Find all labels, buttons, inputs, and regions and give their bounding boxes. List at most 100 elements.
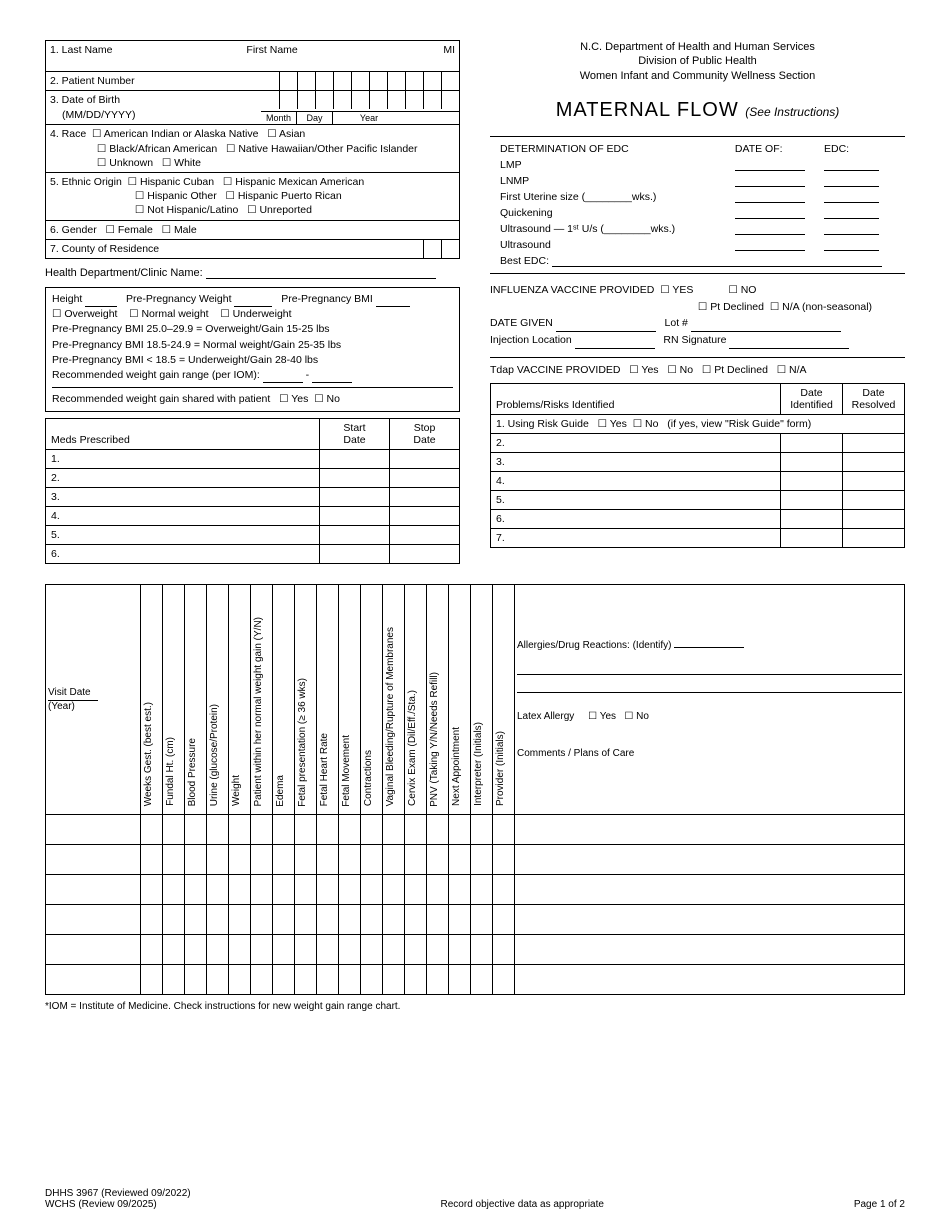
visit-cell[interactable] [251,935,273,965]
chk-eth-pr[interactable]: Hispanic Puerto Rican [225,190,341,202]
visit-cell[interactable] [427,875,449,905]
meds-row[interactable]: 4. [46,507,320,526]
visit-cell[interactable] [317,815,339,845]
visit-cell[interactable] [361,845,383,875]
chk-race-white[interactable]: White [162,157,201,169]
visit-cell[interactable] [493,815,515,845]
visit-cell[interactable] [427,905,449,935]
visit-cell[interactable] [295,905,317,935]
visit-cell[interactable] [317,935,339,965]
visit-cell[interactable] [339,845,361,875]
chk-flu-no[interactable]: NO [728,284,756,296]
visit-cell[interactable] [273,965,295,995]
chk-race-black[interactable]: Black/African American [97,143,217,155]
chk-latex-no[interactable]: No [624,711,649,722]
visit-cell[interactable] [317,875,339,905]
flu-loc-input[interactable] [575,337,655,349]
visit-cell[interactable] [449,965,471,995]
problem-row[interactable]: 4. [491,471,781,490]
visit-cell[interactable] [251,845,273,875]
visit-cell[interactable] [383,875,405,905]
allergies-input[interactable] [674,647,744,648]
clinic-name-input[interactable] [206,267,436,279]
visit-cell[interactable] [185,815,207,845]
visit-date-cell[interactable] [46,905,141,935]
visit-cell[interactable] [163,815,185,845]
visit-cell[interactable] [273,815,295,845]
visit-cell[interactable] [317,845,339,875]
chk-tdap-na[interactable]: N/A [777,364,807,376]
chk-riskguide-yes[interactable]: Yes [598,418,627,430]
chk-gender-f[interactable]: Female [105,224,152,236]
chk-latex-yes[interactable]: Yes [588,711,616,722]
visit-cell[interactable] [471,815,493,845]
visit-cell[interactable] [163,965,185,995]
visit-cell[interactable] [361,935,383,965]
visit-cell[interactable] [405,935,427,965]
visit-cell[interactable] [405,815,427,845]
problem-row[interactable]: 7. [491,528,781,547]
visit-cell[interactable] [273,905,295,935]
visit-cell[interactable] [449,935,471,965]
visit-cell[interactable] [207,845,229,875]
visit-cell[interactable] [427,935,449,965]
visit-cell[interactable] [295,845,317,875]
edc-date-input[interactable] [735,175,805,187]
chk-race-unknown[interactable]: Unknown [97,157,153,169]
visit-cell[interactable] [449,875,471,905]
visit-cell[interactable] [361,905,383,935]
visit-cell[interactable] [471,935,493,965]
problem-row[interactable]: 6. [491,509,781,528]
chk-normalweight[interactable]: Normal weight [129,308,208,320]
visit-cell[interactable] [273,935,295,965]
visit-cell[interactable] [207,935,229,965]
visit-cell[interactable] [339,965,361,995]
visit-cell[interactable] [185,845,207,875]
visit-cell[interactable] [471,875,493,905]
chk-race-asian[interactable]: Asian [267,128,305,140]
edc-val-input[interactable] [824,239,879,251]
visit-date-cell[interactable] [46,935,141,965]
problem-row[interactable]: 3. [491,452,781,471]
edc-date-input[interactable] [735,239,805,251]
visit-cell[interactable] [163,845,185,875]
edc-val-input[interactable] [824,191,879,203]
chk-shared-yes[interactable]: Yes [279,393,308,405]
visit-cell[interactable] [141,935,163,965]
visit-cell[interactable] [449,845,471,875]
visit-cell[interactable] [361,875,383,905]
visit-cell[interactable] [207,875,229,905]
visit-cell[interactable] [207,905,229,935]
edc-date-input[interactable] [735,191,805,203]
visit-cell[interactable] [251,905,273,935]
edc-date-input[interactable] [735,159,805,171]
visit-cell[interactable] [493,875,515,905]
flu-sig-input[interactable] [729,337,849,349]
chk-tdap-no[interactable]: No [667,364,693,376]
chk-overweight[interactable]: Overweight [52,308,117,320]
visit-cell[interactable] [185,935,207,965]
visit-cell[interactable] [295,815,317,845]
chk-underweight[interactable]: Underweight [220,308,291,320]
visit-cell[interactable] [229,965,251,995]
visit-cell[interactable] [427,965,449,995]
visit-cell[interactable] [383,935,405,965]
chk-eth-unrep[interactable]: Unreported [247,204,312,216]
chk-tdap-yes[interactable]: Yes [629,364,658,376]
visit-cell[interactable] [339,905,361,935]
chk-riskguide-no[interactable]: No [633,418,659,430]
chk-gender-m[interactable]: Male [162,224,197,236]
meds-row[interactable]: 1. [46,450,320,469]
rec-high-input[interactable] [312,371,352,383]
visit-cell[interactable] [141,965,163,995]
visit-cell[interactable] [383,845,405,875]
meds-row[interactable]: 2. [46,469,320,488]
visit-cell[interactable] [493,935,515,965]
visit-cell[interactable] [273,875,295,905]
visit-cell[interactable] [229,815,251,845]
visit-cell[interactable] [295,875,317,905]
ppw-input[interactable] [234,295,272,307]
visit-comments-cell[interactable] [515,815,905,845]
visit-cell[interactable] [163,905,185,935]
problem-row[interactable]: 2. [491,433,781,452]
